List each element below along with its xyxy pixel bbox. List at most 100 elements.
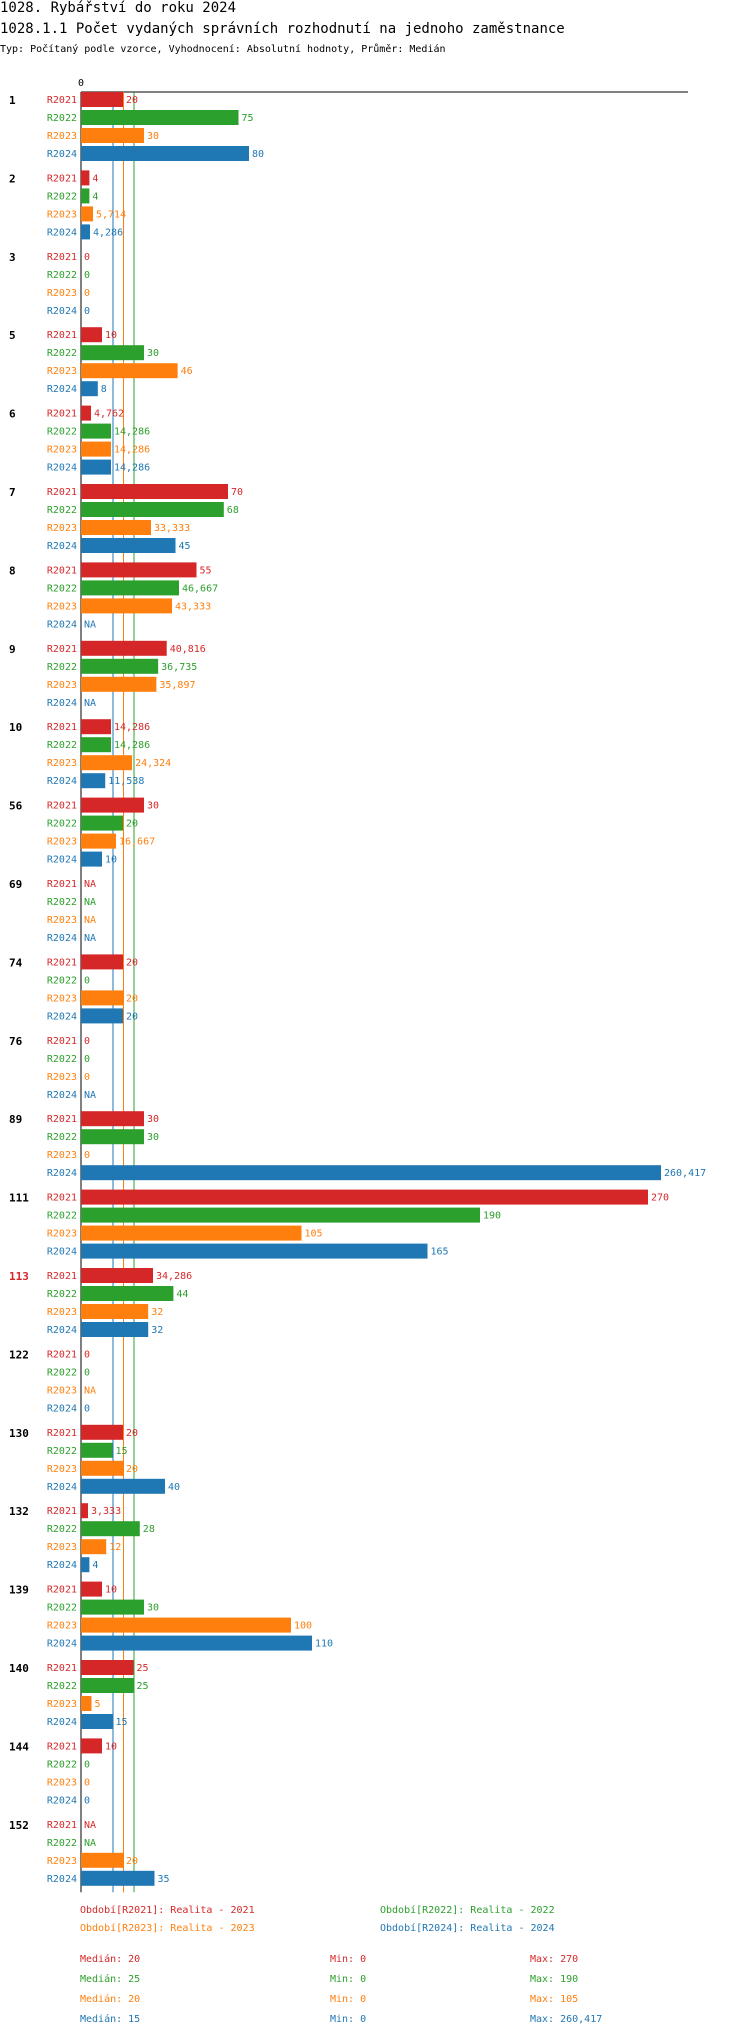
- group-label: 3: [9, 251, 16, 264]
- data-label: 34,286: [156, 1271, 192, 1282]
- series-label: R2024: [47, 1560, 77, 1571]
- data-label: 0: [84, 975, 90, 986]
- group-label: 74: [9, 956, 23, 969]
- group-label: 144: [9, 1740, 29, 1753]
- series-label: R2021: [47, 1036, 77, 1047]
- bar: [81, 1852, 123, 1868]
- data-label: 190: [483, 1211, 501, 1222]
- series-label: R2021: [47, 1506, 77, 1517]
- series-label: R2023: [47, 366, 77, 377]
- series-label: R2021: [47, 1349, 77, 1360]
- data-label: 80: [252, 149, 264, 160]
- x-axis-zero-label: 0: [78, 78, 84, 89]
- series-label: R2021: [47, 879, 77, 890]
- group-label: 5: [9, 329, 16, 342]
- series-label: R2021: [47, 1193, 77, 1204]
- data-label: NA: [84, 698, 96, 709]
- series-label: R2022: [47, 897, 77, 908]
- bar: [81, 110, 239, 125]
- data-label: 11,538: [108, 776, 144, 787]
- bar: [81, 598, 172, 614]
- stat-max: Max: 190: [530, 1974, 578, 1985]
- group-label: 7: [9, 486, 16, 499]
- series-label: R2021: [47, 644, 77, 655]
- stat-min: Min: 0: [330, 2014, 366, 2025]
- data-label: 43,333: [175, 601, 211, 612]
- bar: [81, 640, 167, 656]
- series-label: R2024: [47, 1639, 77, 1650]
- data-label: 5,714: [96, 209, 126, 220]
- legend-entry: Období[R2024]: Realita - 2024: [380, 1922, 555, 1934]
- series-label: R2021: [47, 1741, 77, 1752]
- series-label: R2024: [47, 1795, 77, 1806]
- data-label: 46: [181, 366, 193, 377]
- series-label: R2021: [47, 1585, 77, 1596]
- data-label: 20: [126, 1856, 138, 1867]
- bar: [81, 1129, 144, 1145]
- series-label: R2021: [47, 565, 77, 576]
- bar: [81, 327, 102, 343]
- series-label: R2023: [47, 445, 77, 456]
- data-label: 32: [151, 1307, 163, 1318]
- data-label: 0: [84, 1054, 90, 1065]
- data-label: 32: [151, 1325, 163, 1336]
- data-label: 0: [84, 1349, 90, 1360]
- group-label: 6: [9, 408, 16, 421]
- bar: [81, 146, 249, 161]
- bar: [81, 188, 90, 204]
- data-label: NA: [84, 915, 96, 926]
- data-label: 28: [143, 1524, 155, 1535]
- bar: [81, 381, 98, 397]
- data-label: 10: [105, 1741, 117, 1752]
- bar: [81, 459, 112, 475]
- bar: [81, 833, 117, 849]
- series-label: R2023: [47, 1542, 77, 1553]
- bar: [81, 1617, 291, 1633]
- group-label: 122: [9, 1348, 29, 1361]
- bar: [81, 1539, 107, 1555]
- type-line: Typ: Počítaný podle vzorce, Vyhodnocení:…: [0, 44, 446, 55]
- bar: [81, 1478, 165, 1494]
- series-label: R2024: [47, 1325, 77, 1336]
- data-label: NA: [84, 1385, 96, 1396]
- data-label: 14,286: [114, 445, 150, 456]
- data-label: 68: [227, 505, 239, 516]
- stat-min: Min: 0: [330, 1974, 366, 1985]
- series-label: R2022: [47, 1681, 77, 1692]
- series-label: R2022: [47, 1132, 77, 1143]
- data-label: 30: [147, 131, 159, 142]
- data-label: 4,762: [94, 409, 124, 420]
- data-label: 20: [126, 1011, 138, 1022]
- stat-max: Max: 105: [530, 1994, 578, 2005]
- series-label: R2021: [47, 330, 77, 341]
- data-label: 35,897: [159, 680, 195, 691]
- data-label: 20: [126, 1428, 138, 1439]
- data-label: 20: [126, 993, 138, 1004]
- data-label: 25: [137, 1663, 149, 1674]
- data-label: 4: [92, 191, 98, 202]
- data-label: 20: [126, 1464, 138, 1475]
- series-label: R2024: [47, 227, 77, 238]
- series-label: R2023: [47, 680, 77, 691]
- data-label: 10: [105, 330, 117, 341]
- bar: [81, 676, 157, 692]
- stat-min: Min: 0: [330, 1994, 366, 2005]
- data-label: 44: [176, 1289, 188, 1300]
- bar: [81, 502, 224, 517]
- series-label: R2024: [47, 149, 77, 160]
- bar: [81, 1738, 102, 1754]
- series-label: R2022: [47, 1367, 77, 1378]
- series-label: R2024: [47, 776, 77, 787]
- stat-max: Max: 270: [530, 1954, 578, 1965]
- bar: [81, 423, 112, 439]
- series-label: R2021: [47, 252, 77, 263]
- data-label: 4: [92, 1560, 98, 1571]
- data-label: 16,667: [119, 837, 155, 848]
- series-label: R2023: [47, 1699, 77, 1710]
- series-label: R2023: [47, 1621, 77, 1632]
- bar: [81, 580, 180, 596]
- data-label: 0: [84, 1777, 90, 1788]
- bar: [81, 1678, 134, 1693]
- bar: [81, 562, 197, 578]
- data-label: 25: [137, 1681, 149, 1692]
